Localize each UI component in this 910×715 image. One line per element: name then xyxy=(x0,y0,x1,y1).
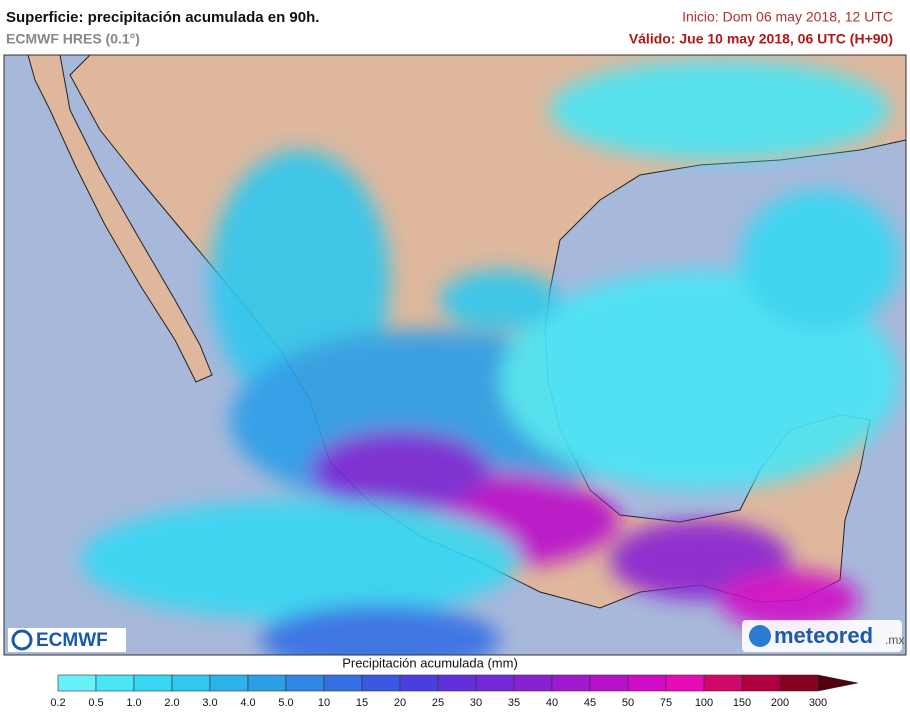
colorbar-label: 20 xyxy=(394,697,406,709)
precipitation xyxy=(80,60,900,655)
colorbar-arrow xyxy=(817,674,859,692)
colorbar-box xyxy=(323,674,363,692)
colorbar-label: 40 xyxy=(546,697,558,709)
valid-time: Válido: Jue 10 may 2018, 06 UTC (H+90) xyxy=(629,31,893,47)
logo-right-icon xyxy=(749,625,771,647)
colorbar-box xyxy=(399,674,439,692)
colorbar-label: 15 xyxy=(356,697,368,709)
colorbar-box xyxy=(703,674,743,692)
colorbar-label: 10 xyxy=(318,697,330,709)
colorbar-label: 2.0 xyxy=(164,697,179,709)
colorbar: 0.2 0.5 1.0 2.0 3.0 4.0 5.0 10 15 20 25 30 35 40 45 50 7… xyxy=(50,674,859,709)
baja-california xyxy=(27,55,213,383)
colorbar-box xyxy=(589,674,629,692)
colorbar-label: 25 xyxy=(432,697,444,709)
colorbar-label: 3.0 xyxy=(202,697,217,709)
title: Superficie: precipitación acumulada en 9… xyxy=(6,9,319,26)
colorbar-label: 0.5 xyxy=(88,697,103,709)
colorbar-label: 4.0 xyxy=(240,697,255,709)
colorbar-box xyxy=(551,674,591,692)
init-time: Inicio: Dom 06 may 2018, 12 UTC xyxy=(682,9,893,25)
colorbar-box xyxy=(779,674,819,692)
colorbar-label: 300 xyxy=(809,697,827,709)
legend-title: Precipitación acumulada (mm) xyxy=(342,655,518,670)
colorbar-label: 1.0 xyxy=(126,697,141,709)
colorbar-box xyxy=(627,674,667,692)
logo-left-icon xyxy=(11,629,33,651)
logo-left: ECMWF xyxy=(36,630,108,651)
colorbar-label: 30 xyxy=(470,697,482,709)
map: ECMWF meteored .mx xyxy=(4,55,906,655)
model: ECMWF HRES (0.1°) xyxy=(6,31,140,47)
colorbar-label: 45 xyxy=(584,697,596,709)
colorbar-label: 50 xyxy=(622,697,634,709)
colorbar-label: 150 xyxy=(733,697,751,709)
colorbar-box xyxy=(361,674,401,692)
colorbar-box xyxy=(133,674,173,692)
colorbar-box xyxy=(437,674,477,692)
colorbar-box xyxy=(171,674,211,692)
colorbar-label: 100 xyxy=(695,697,713,709)
colorbar-box xyxy=(741,674,781,692)
map-frame xyxy=(3,54,907,656)
colorbar-label: 0.2 xyxy=(50,697,65,709)
logo-right-suffix: .mx xyxy=(885,633,904,647)
logo-right: meteored xyxy=(774,623,873,648)
colorbar-label: 5.0 xyxy=(278,697,293,709)
colorbar-label: 200 xyxy=(771,697,789,709)
colorbar-box xyxy=(665,674,705,692)
colorbar-label: 35 xyxy=(508,697,520,709)
colorbar-box xyxy=(57,674,97,692)
colorbar-box xyxy=(209,674,249,692)
colorbar-box xyxy=(95,674,135,692)
colorbar-box xyxy=(475,674,515,692)
colorbar-box xyxy=(285,674,325,692)
colorbar-box xyxy=(247,674,287,692)
colorbar-label: 75 xyxy=(660,697,672,709)
logo-right-box xyxy=(742,620,902,652)
colorbar-box xyxy=(513,674,553,692)
